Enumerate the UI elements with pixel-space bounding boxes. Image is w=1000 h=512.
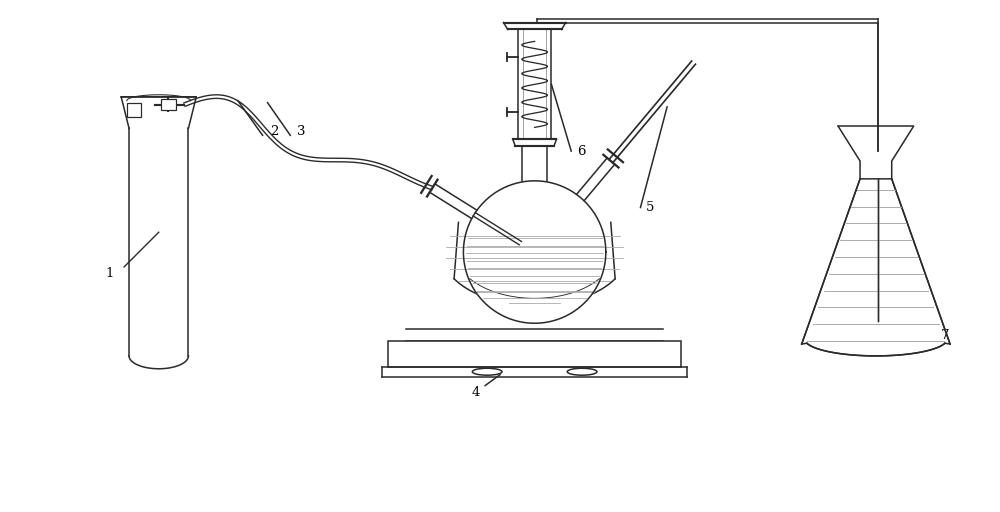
Bar: [161, 99, 176, 110]
Polygon shape: [802, 179, 950, 356]
Text: 1: 1: [105, 267, 113, 280]
Polygon shape: [463, 181, 606, 323]
Bar: [127, 103, 141, 117]
Ellipse shape: [567, 368, 597, 375]
Text: 3: 3: [297, 125, 305, 138]
Text: 2: 2: [270, 125, 279, 138]
Text: 5: 5: [646, 201, 655, 214]
Text: 4: 4: [471, 386, 479, 399]
Text: 6: 6: [577, 145, 585, 158]
Text: 7: 7: [941, 329, 949, 342]
Bar: [388, 341, 681, 367]
Ellipse shape: [472, 368, 502, 375]
